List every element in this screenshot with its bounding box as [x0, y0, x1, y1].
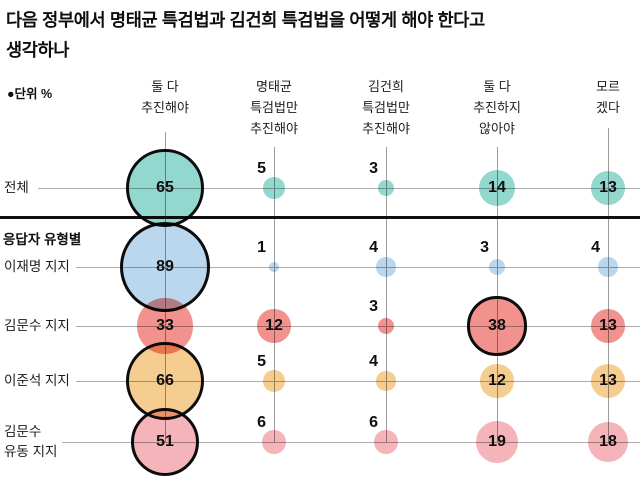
row-label: 김문수 지지	[4, 318, 70, 333]
value-label: 6	[369, 414, 378, 431]
value-bubble	[257, 309, 291, 343]
column-header: 둘 다 추진해야	[141, 79, 189, 115]
row-gridline	[62, 442, 640, 443]
value-label: 89	[156, 258, 174, 275]
chart-title-line1: 다음 정부에서 명태균 특검법과 김건희 특검법을 어떻게 해야 한다고	[6, 10, 485, 30]
value-label: 4	[591, 239, 600, 256]
row-gridline	[76, 267, 640, 268]
value-label: 13	[599, 179, 617, 196]
column-header: 김건희 특검법만 추진해야	[362, 79, 410, 136]
value-label: 13	[599, 317, 617, 334]
value-label: 3	[369, 160, 378, 177]
value-label: 12	[488, 372, 506, 389]
row-gridline	[38, 188, 640, 189]
column-header: 모르 겠다	[596, 79, 620, 115]
row-label: 이재명 지지	[4, 259, 70, 274]
value-label: 3	[480, 239, 489, 256]
value-label: 13	[599, 372, 617, 389]
value-bubble	[598, 257, 618, 277]
value-label: 33	[156, 317, 174, 334]
row-gridline	[76, 326, 640, 327]
value-label: 5	[257, 353, 266, 370]
value-bubble	[377, 179, 395, 197]
value-bubble	[130, 407, 200, 477]
row-label: 이준석 지지	[4, 373, 70, 388]
value-bubble	[263, 370, 285, 392]
column-header: 명태균 특검법만 추진해야	[250, 79, 298, 136]
value-label: 1	[257, 239, 266, 256]
value-bubble	[467, 296, 527, 356]
value-bubble	[488, 258, 506, 276]
value-label: 18	[599, 433, 617, 450]
respondent-type-group-label: 응답자 유형별	[3, 232, 82, 247]
value-bubble	[262, 430, 286, 454]
row-label: 전체	[4, 180, 29, 195]
chart-title-line2: 생각하나	[6, 40, 70, 60]
value-label: 4	[369, 353, 378, 370]
unit-label: ●단위 %	[7, 87, 53, 101]
value-label: 65	[156, 179, 174, 196]
group-separator-line	[0, 216, 640, 219]
column-gridline	[497, 147, 498, 443]
value-label: 6	[257, 414, 266, 431]
value-label: 3	[369, 298, 378, 315]
value-label: 14	[488, 179, 506, 196]
value-bubble	[376, 257, 396, 277]
column-gridline	[608, 128, 609, 443]
column-header: 둘 다 추진하지 않아야	[473, 79, 521, 136]
column-gridline	[274, 147, 275, 443]
value-label: 51	[156, 433, 174, 450]
value-bubble	[377, 317, 395, 335]
chart-title: 다음 정부에서 명태균 특검법과 김건희 특검법을 어떻게 해야 한다고 생각하…	[6, 5, 626, 65]
value-bubble	[590, 308, 626, 344]
row-gridline	[76, 381, 640, 382]
value-label: 66	[156, 372, 174, 389]
value-bubble	[374, 430, 398, 454]
value-label: 38	[488, 317, 506, 334]
value-bubble	[476, 421, 518, 463]
value-bubble	[590, 170, 626, 206]
value-label: 12	[265, 317, 283, 334]
value-bubble	[479, 170, 515, 206]
row-label: 김문수 유동 지지	[4, 424, 58, 459]
value-bubble	[376, 371, 396, 391]
value-bubble	[590, 363, 626, 399]
value-bubble	[263, 177, 285, 199]
value-bubble	[480, 364, 514, 398]
value-bubble	[587, 421, 629, 463]
value-label: 4	[369, 239, 378, 256]
value-label: 19	[488, 433, 506, 450]
value-bubble	[126, 149, 204, 227]
value-bubble	[126, 342, 204, 420]
value-label: 5	[257, 160, 266, 177]
column-gridline	[386, 147, 387, 443]
value-bubble	[269, 262, 279, 272]
